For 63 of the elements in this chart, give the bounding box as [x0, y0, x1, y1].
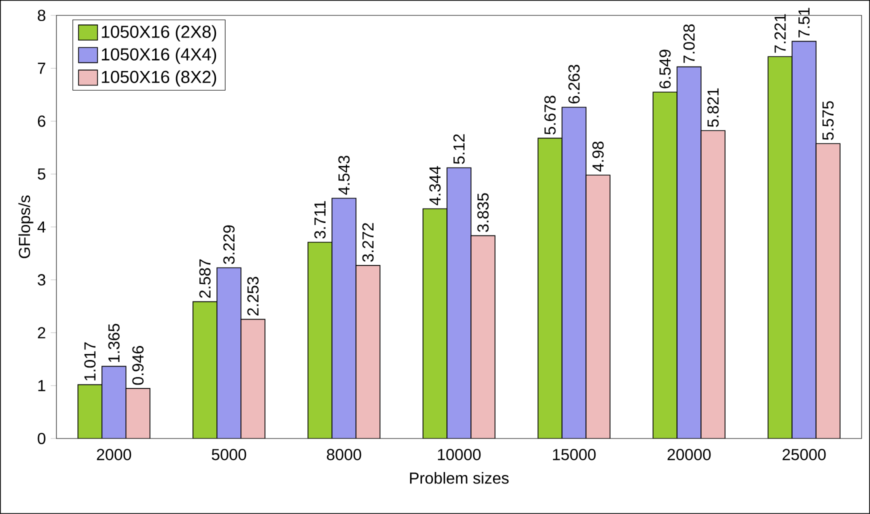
data-label: 4.543: [338, 156, 350, 195]
data-label: 7.028: [683, 24, 695, 63]
y-tick-label: 6: [38, 116, 46, 127]
y-tick-label: 4: [37, 221, 46, 232]
legend-label: 1050X16 (2X8): [102, 25, 216, 42]
data-label: 6.263: [568, 64, 580, 104]
data-label: 3.711: [314, 201, 326, 239]
data-label: 2.253: [247, 276, 259, 316]
bar: [216, 267, 242, 439]
bar: [768, 56, 792, 439]
x-tick-label: 25000: [782, 448, 826, 460]
y-tick-label: 7: [38, 62, 46, 74]
x-axis-title: Problem sizes: [410, 472, 509, 484]
data-label: 5.575: [822, 101, 834, 140]
data-label: 4.344: [429, 166, 441, 206]
bar: [192, 301, 218, 439]
x-tick-label: 8000: [326, 448, 362, 460]
data-label: 1.365: [108, 324, 120, 362]
x-tick-label: 5000: [212, 448, 246, 460]
bar: [308, 242, 332, 439]
data-label: 3.835: [477, 193, 489, 232]
bar: [677, 66, 702, 439]
y-axis-title: GFlops/s: [18, 196, 34, 258]
data-label: 7.51: [798, 8, 810, 38]
bar: [78, 384, 102, 439]
y-tick-label: 1: [38, 380, 46, 392]
data-label: 3.272: [362, 223, 374, 262]
x-tick-label: 15000: [552, 448, 596, 460]
bar: [701, 130, 726, 439]
bar: [422, 208, 448, 439]
bar: [792, 40, 816, 439]
legend-label: 1050X16 (4X4): [102, 48, 216, 64]
y-tick-label: 2: [38, 327, 46, 338]
bar: [586, 174, 610, 439]
data-label: 6.549: [659, 50, 671, 88]
y-tick-label: 8: [38, 10, 46, 22]
data-label: 4.98: [592, 142, 604, 172]
x-tick-label: 10000: [438, 448, 481, 460]
bar: [446, 167, 472, 439]
bar: [653, 92, 678, 439]
bar: [126, 388, 150, 439]
data-label: 2.587: [199, 259, 211, 298]
data-label: 5.821: [707, 88, 719, 127]
bar: [562, 106, 586, 439]
y-tick-label: 5: [38, 168, 46, 180]
legend-label: 1050X16 (8X2): [102, 70, 216, 87]
data-label: 5.678: [544, 96, 556, 135]
x-tick-label: 2000: [96, 448, 132, 460]
bar: [538, 138, 562, 439]
data-label: 7.221: [774, 14, 786, 53]
data-label: 1.017: [84, 342, 96, 380]
bar: [332, 198, 356, 439]
bar: [356, 265, 380, 439]
bar: [816, 143, 840, 439]
y-tick-label: 0: [38, 432, 46, 444]
bar: [470, 235, 496, 439]
data-label: 5.12: [453, 134, 465, 164]
x-tick-label: 20000: [668, 448, 711, 460]
data-label: 3.229: [223, 225, 235, 264]
y-tick-label: 3: [38, 274, 46, 286]
bar: [102, 366, 126, 439]
data-label: 0.946: [132, 346, 144, 385]
bar: [240, 318, 266, 439]
